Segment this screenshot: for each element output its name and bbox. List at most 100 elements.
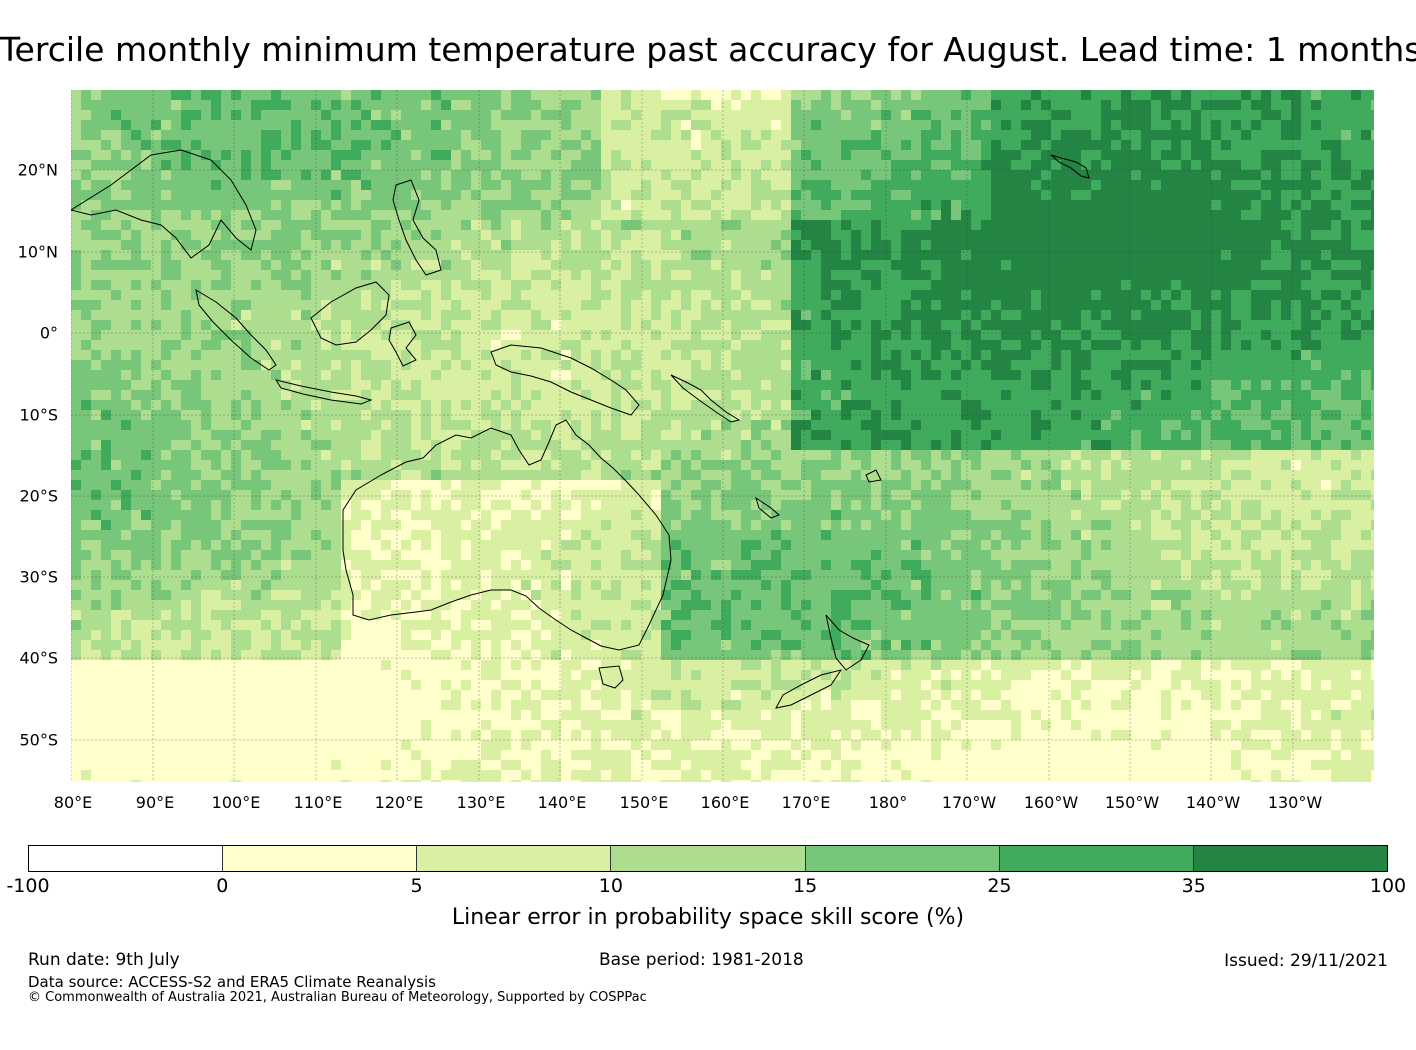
skill-cell — [81, 100, 91, 110]
skill-cell — [1251, 390, 1261, 400]
skill-cell — [691, 150, 701, 160]
skill-cell — [1061, 450, 1071, 460]
skill-cell — [651, 370, 661, 380]
skill-cell — [71, 200, 81, 210]
skill-cell — [1341, 160, 1351, 170]
skill-cell — [921, 210, 931, 220]
skill-cell — [1231, 440, 1241, 450]
skill-cell — [581, 290, 591, 300]
skill-cell — [1261, 190, 1271, 200]
skill-cell — [331, 450, 341, 460]
skill-cell — [1081, 310, 1091, 320]
skill-cell — [951, 430, 961, 440]
skill-cell — [991, 120, 1001, 130]
skill-cell — [1071, 250, 1081, 260]
skill-cell — [1031, 230, 1041, 240]
skill-cell — [841, 410, 851, 420]
skill-cell — [811, 130, 821, 140]
skill-cell — [1141, 280, 1151, 290]
skill-cell — [961, 220, 971, 230]
skill-cell — [731, 370, 741, 380]
skill-cell — [741, 460, 751, 470]
skill-cell — [1261, 390, 1271, 400]
skill-cell — [451, 350, 461, 360]
skill-cell — [171, 130, 181, 140]
skill-cell — [481, 150, 491, 160]
skill-cell — [1131, 260, 1141, 270]
skill-cell — [1081, 370, 1091, 380]
skill-cell — [1051, 100, 1061, 110]
skill-cell — [761, 460, 771, 470]
skill-cell — [681, 190, 691, 200]
skill-cell — [181, 440, 191, 450]
skill-cell — [1361, 100, 1371, 110]
skill-cell — [891, 210, 901, 220]
skill-cell — [1061, 200, 1071, 210]
skill-cell — [601, 230, 611, 240]
skill-cell — [921, 250, 931, 260]
skill-cell — [711, 270, 721, 280]
skill-cell — [211, 270, 221, 280]
skill-cell — [381, 140, 391, 150]
skill-cell — [831, 280, 841, 290]
skill-cell — [451, 460, 461, 470]
skill-cell — [101, 400, 111, 410]
skill-cell — [931, 200, 941, 210]
skill-cell — [631, 140, 641, 150]
skill-cell — [751, 400, 761, 410]
skill-cell — [741, 150, 751, 160]
skill-cell — [931, 120, 941, 130]
skill-cell — [201, 150, 211, 160]
skill-cell — [1281, 180, 1291, 190]
skill-cell — [661, 230, 671, 240]
skill-cell — [191, 220, 201, 230]
skill-cell — [491, 270, 501, 280]
skill-cell — [601, 400, 611, 410]
skill-cell — [1021, 460, 1031, 470]
skill-cell — [871, 180, 881, 190]
skill-cell — [671, 230, 681, 240]
skill-cell — [1161, 150, 1171, 160]
skill-cell — [121, 360, 131, 370]
skill-cell — [641, 180, 651, 190]
skill-cell — [1211, 180, 1221, 190]
skill-cell — [401, 260, 411, 270]
skill-cell — [651, 350, 661, 360]
skill-cell — [1351, 280, 1361, 290]
skill-cell — [861, 230, 871, 240]
skill-cell — [101, 110, 111, 120]
skill-cell — [611, 440, 621, 450]
skill-cell — [1021, 400, 1031, 410]
skill-cell — [911, 330, 921, 340]
skill-cell — [1231, 120, 1241, 130]
skill-cell — [401, 90, 411, 100]
skill-cell — [251, 180, 261, 190]
skill-cell — [151, 430, 161, 440]
skill-cell — [461, 170, 471, 180]
skill-cell — [601, 190, 611, 200]
skill-cell — [701, 300, 711, 310]
skill-cell — [1071, 360, 1081, 370]
skill-cell — [681, 390, 691, 400]
skill-cell — [971, 230, 981, 240]
skill-cell — [431, 260, 441, 270]
skill-cell — [901, 440, 911, 450]
skill-cell — [1371, 180, 1374, 190]
skill-cell — [771, 220, 781, 230]
skill-cell — [1091, 170, 1101, 180]
skill-cell — [271, 460, 281, 470]
skill-cell — [161, 340, 171, 350]
skill-cell — [1361, 320, 1371, 330]
skill-cell — [1351, 340, 1361, 350]
skill-cell — [371, 260, 381, 270]
skill-cell — [411, 150, 421, 160]
skill-cell — [1321, 300, 1331, 310]
skill-cell — [941, 320, 951, 330]
skill-cell — [1151, 320, 1161, 330]
skill-cell — [1041, 140, 1051, 150]
skill-cell — [221, 260, 231, 270]
skill-cell — [771, 430, 781, 440]
skill-cell — [301, 170, 311, 180]
skill-cell — [171, 120, 181, 130]
skill-cell — [441, 390, 451, 400]
